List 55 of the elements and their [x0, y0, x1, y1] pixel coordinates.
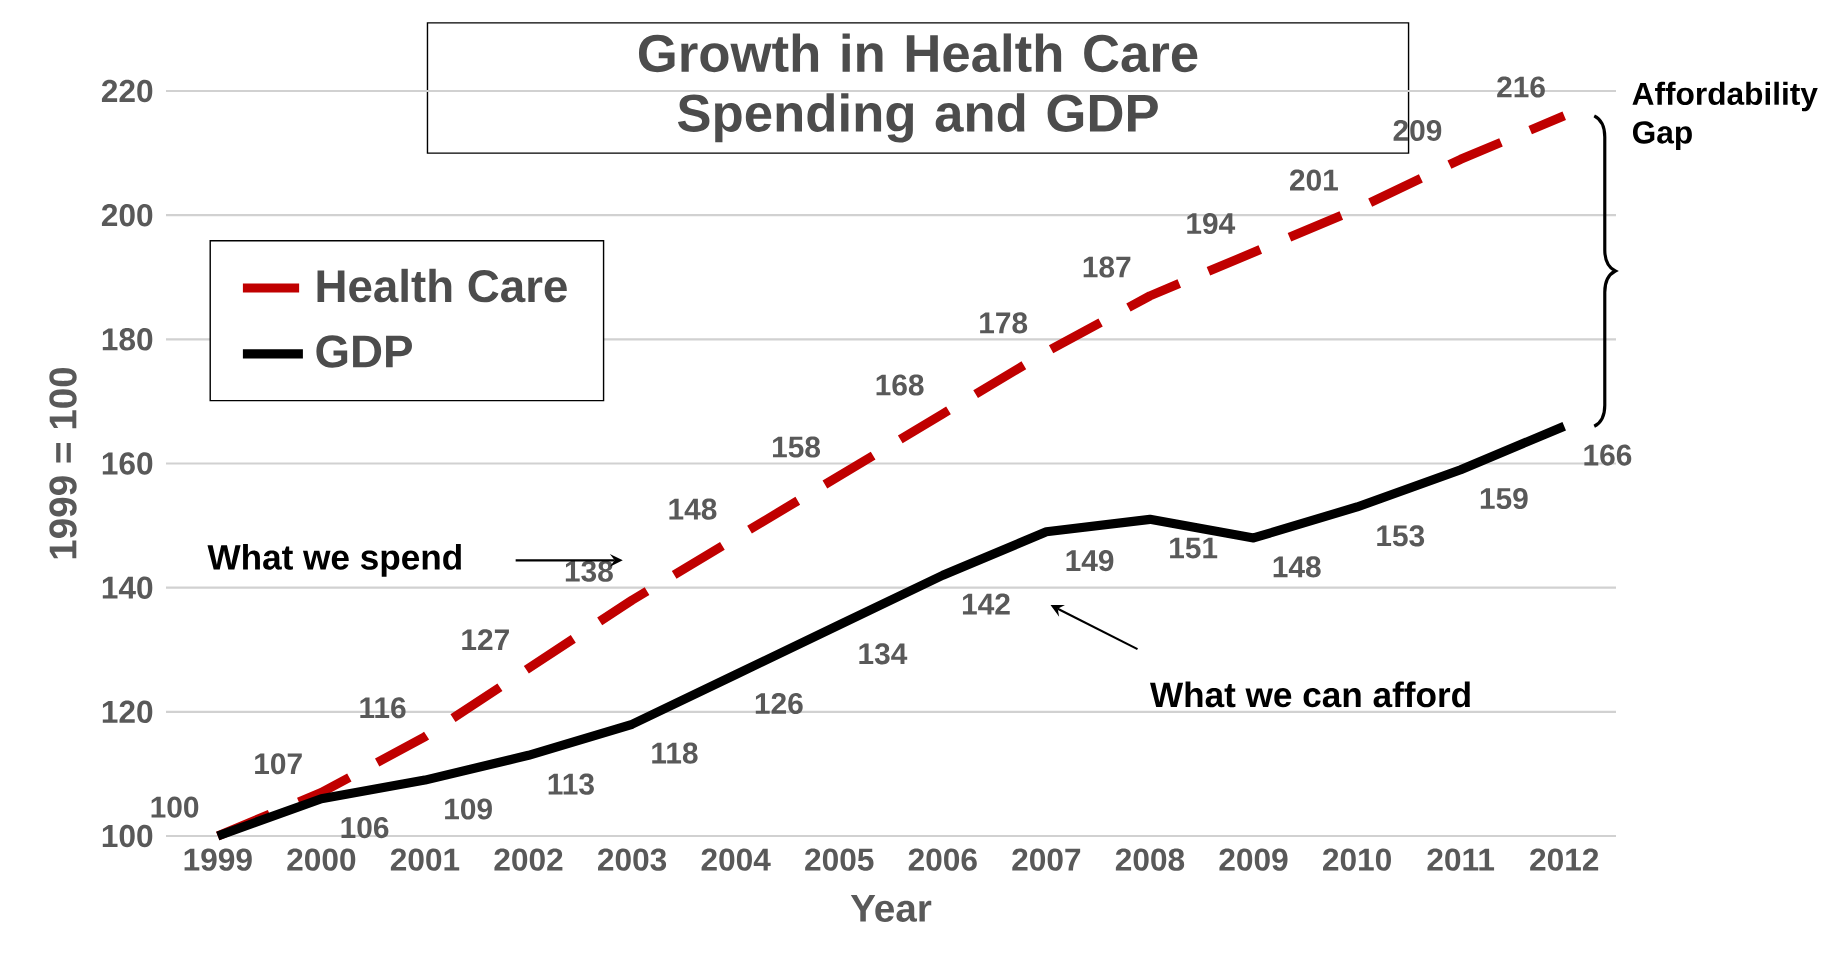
- data-label: 216: [1497, 76, 1545, 98]
- legend-label: Health Care: [317, 268, 567, 303]
- data-label: 134: [859, 643, 908, 665]
- y-tick-label: 140: [102, 576, 153, 599]
- data-label: 148: [669, 498, 717, 520]
- text: Affordability Gap: [1632, 81, 1818, 150]
- data-label: 113: [548, 773, 594, 795]
- y-tick-label: 180: [102, 328, 153, 351]
- data-label: 106: [341, 817, 389, 839]
- data-label: 116: [360, 697, 406, 719]
- data-label: 159: [1480, 488, 1528, 510]
- x-tick-label: 2002: [494, 848, 563, 871]
- x-tick-label: 2006: [908, 848, 977, 871]
- y-tick-label: 120: [102, 700, 153, 724]
- data-label: 100: [151, 796, 199, 818]
- chart-title: Growth in Health Care Spending and GDP: [638, 33, 1198, 143]
- annotation: What we spend: [207, 543, 461, 577]
- data-label: 201: [1290, 169, 1338, 191]
- x-tick-label: 2003: [598, 848, 667, 871]
- y-tick-label: 200: [101, 203, 153, 227]
- data-label: 118: [652, 742, 698, 764]
- data-label: 107: [255, 753, 302, 775]
- x-tick-label: 2012: [1530, 848, 1599, 871]
- data-label: 109: [445, 798, 492, 820]
- data-label: 138: [565, 560, 613, 582]
- x-tick-label: 2004: [701, 848, 771, 871]
- y-tick-label: 220: [101, 79, 153, 103]
- x-tick-label: 2010: [1323, 848, 1391, 871]
- data-label: 151: [1170, 537, 1218, 559]
- y-axis-title: 1999 = 100: [49, 367, 77, 559]
- data-label: 148: [1273, 556, 1321, 578]
- data-label: 153: [1377, 525, 1425, 547]
- data-label: 178: [980, 312, 1028, 334]
- legend-label: GDP: [316, 335, 412, 368]
- annotation: What we can afford: [1149, 681, 1470, 708]
- data-label: 127: [462, 629, 509, 651]
- y-tick-label: 160: [102, 452, 153, 475]
- data-label: 142: [962, 593, 1010, 615]
- data-label: 126: [755, 692, 803, 714]
- x-tick-label: 2001: [390, 848, 460, 871]
- data-label: 194: [1187, 213, 1236, 235]
- x-tick-label: 2008: [1115, 848, 1185, 871]
- data-label: 187: [1083, 256, 1131, 278]
- data-label: 166: [1584, 444, 1632, 466]
- data-label: 149: [1066, 550, 1114, 572]
- y-tick-label: 100: [102, 824, 153, 848]
- x-tick-label: 2000: [287, 848, 356, 871]
- x-tick-label: 1999: [184, 848, 252, 871]
- data-label: 158: [772, 436, 821, 458]
- x-tick-label: 2011: [1427, 848, 1495, 871]
- x-axis-title: Year: [850, 895, 932, 922]
- x-tick-label: 2007: [1012, 848, 1081, 871]
- x-tick-label: 2009: [1219, 848, 1288, 871]
- x-tick-label: 2005: [805, 848, 874, 871]
- data-label: 168: [876, 374, 924, 396]
